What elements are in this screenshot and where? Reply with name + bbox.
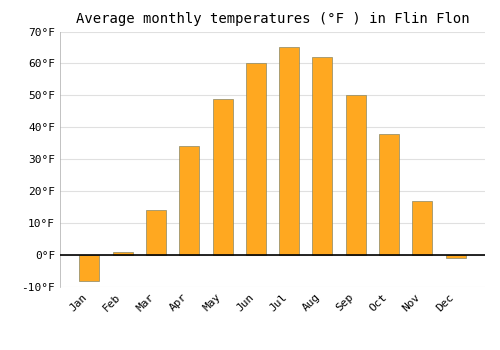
Bar <box>112 252 132 255</box>
Bar <box>179 146 199 255</box>
Bar <box>246 63 266 255</box>
Bar <box>279 48 299 255</box>
Bar <box>346 95 366 255</box>
Bar <box>212 99 233 255</box>
Bar <box>146 210 166 255</box>
Bar <box>80 255 100 281</box>
Bar <box>412 201 432 255</box>
Bar <box>379 134 399 255</box>
Title: Average monthly temperatures (°F ) in Flin Flon: Average monthly temperatures (°F ) in Fl… <box>76 12 469 26</box>
Bar <box>312 57 332 255</box>
Bar <box>446 255 466 258</box>
